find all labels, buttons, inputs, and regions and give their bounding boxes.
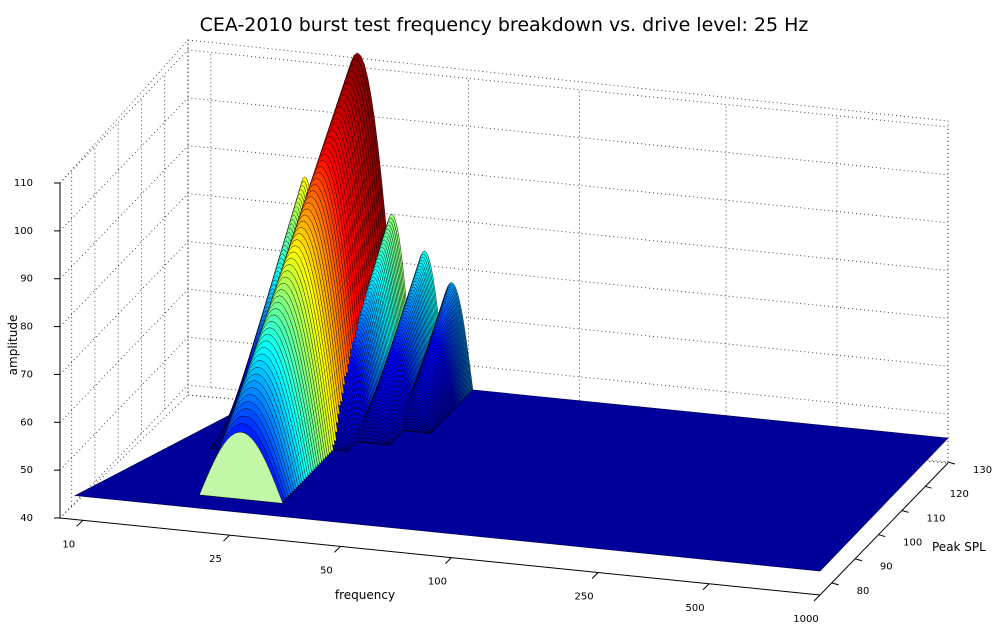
- x-tick-label: 50: [320, 565, 333, 576]
- z-tick-label: 70: [20, 369, 33, 380]
- x-tick-label: 250: [575, 592, 594, 603]
- x-tick-mark: [223, 534, 230, 542]
- axes: [59, 183, 949, 596]
- x-tick-mark: [702, 583, 710, 591]
- grid-line-z: [59, 288, 949, 423]
- y-tick-label: 110: [926, 513, 945, 524]
- y-tick-label: 80: [857, 586, 870, 597]
- z-tick-label: 90: [20, 274, 33, 285]
- x-tick-label: 100: [428, 577, 447, 588]
- z-tick-label: 40: [20, 513, 33, 524]
- x-tick-label: 10: [62, 539, 75, 550]
- grid-line-z: [59, 49, 949, 184]
- x-ticks: 10 25 50 100 250 500 1000: [62, 519, 821, 625]
- y-tick-mark: [924, 485, 932, 489]
- x-axis-label: frequency: [335, 588, 395, 602]
- y-tick-mark: [831, 582, 839, 586]
- z-axis-label: amplitude: [6, 315, 20, 376]
- grid-line-z: [59, 240, 949, 375]
- grid-line-z: [59, 145, 949, 280]
- grid-line-z: [59, 336, 949, 471]
- surface-floor: [74, 373, 949, 572]
- grid-side-pane: [59, 38, 189, 520]
- y-axis-label: Peak SPL: [932, 540, 986, 554]
- surface: [74, 52, 949, 572]
- x-tick-label: 1000: [793, 614, 818, 625]
- z-tick-label: 100: [14, 226, 33, 237]
- y-tick-label: 100: [903, 538, 922, 549]
- z-tick-label: 50: [20, 465, 33, 476]
- grid-line-z: [59, 193, 949, 327]
- x-axis-line: [59, 517, 821, 596]
- x-tick-label: 25: [209, 554, 222, 565]
- y-tick-label: 130: [973, 465, 992, 476]
- y-ticks: 80 90 100 110 120 130: [831, 461, 992, 597]
- x-tick-mark: [76, 519, 84, 527]
- y-tick-label: 90: [880, 562, 893, 573]
- x-tick-mark: [591, 572, 599, 579]
- z-tick-label: 80: [20, 322, 33, 333]
- y-tick-mark: [854, 558, 863, 562]
- y-tick-mark: [901, 509, 909, 513]
- z-ticks: 40 50 60 70 80 90 100 110: [14, 178, 60, 524]
- chart-title: CEA-2010 burst test frequency breakdown …: [200, 14, 809, 36]
- z-tick-label: 110: [14, 178, 33, 189]
- y-tick-mark: [878, 534, 886, 538]
- x-tick-label: 500: [685, 603, 704, 614]
- y-tick-mark: [947, 461, 956, 465]
- grid-line-z: [59, 97, 949, 232]
- y-tick-label: 120: [950, 489, 969, 500]
- x-tick-mark: [813, 594, 821, 602]
- y-axis-line: [819, 462, 949, 596]
- x-tick-mark: [445, 557, 452, 565]
- z-tick-label: 60: [20, 417, 33, 428]
- surface-slice: [198, 431, 284, 504]
- x-tick-mark: [334, 546, 341, 553]
